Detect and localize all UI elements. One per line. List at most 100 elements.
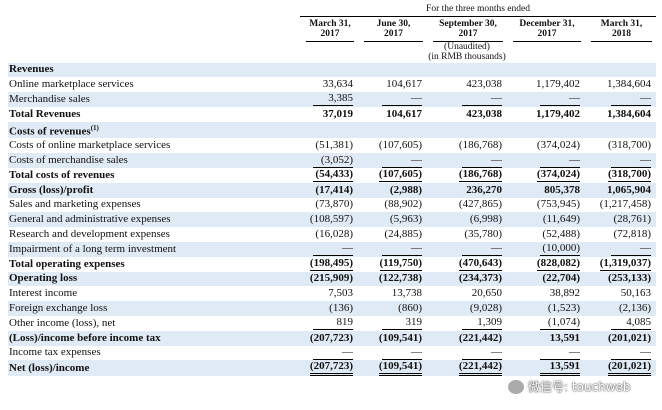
watermark: 微信号: touchweb [508, 378, 631, 395]
row-label-text: Foreign exchange loss [9, 302, 108, 314]
value: — [382, 242, 422, 257]
column-date-line: 2017 [384, 29, 403, 39]
period-label: For the three months ended [300, 4, 657, 17]
column-note: (Unaudited) [444, 41, 490, 52]
value: — [611, 154, 652, 168]
table-row: Gross (loss)/profit (17,414) (2,988) 236,27… [8, 182, 657, 198]
row-label: (Loss)/income before income tax [8, 330, 300, 346]
value-cell: — [585, 241, 657, 257]
watermark-text: 微信号: touchweb [528, 380, 631, 394]
value-cell [585, 121, 657, 139]
value-cell: (9,028) [427, 301, 507, 316]
value: (136) [329, 302, 353, 314]
value-cell: (107,605) [358, 138, 427, 153]
value-cell [507, 121, 585, 139]
row-label-text: Other income (loss), net [9, 316, 116, 329]
value: 37,019 [322, 107, 353, 120]
value: (828,082) [536, 257, 580, 272]
row-label: Merchandise sales [8, 92, 300, 107]
value-cell: (1,217,458) [585, 198, 656, 213]
value: 423,038 [466, 107, 502, 120]
value: 236,270 [466, 183, 502, 196]
row-label-text: Costs of revenues [9, 125, 91, 138]
table-row: Income tax expenses — — — — — [8, 346, 656, 361]
value-cell [585, 62, 657, 78]
value: — [611, 346, 652, 360]
value-cell: (186,768) [427, 168, 507, 183]
value: (107,605) [378, 139, 422, 152]
table-row: Revenues [8, 62, 657, 78]
column-header: December 31, 2017 [507, 16, 585, 63]
value-cell: 1,065,904 [585, 182, 657, 198]
value: — [313, 242, 353, 257]
value: 33,634 [322, 78, 353, 91]
value-cell: 3,385 [300, 92, 358, 107]
value: (198,495) [309, 257, 353, 272]
value: (1,217,458) [599, 198, 652, 211]
value-cell: (234,373) [427, 271, 507, 287]
value-cell: (22,704) [507, 271, 585, 287]
value-cell: (318,700) [585, 138, 656, 153]
value-cell: (11,649) [507, 212, 585, 228]
value: (215,909) [309, 272, 353, 285]
spacer [8, 4, 300, 16]
row-label-text: Costs of merchandise sales [9, 154, 128, 167]
value: 1,384,604 [607, 78, 652, 91]
value-cell: 50,163 [585, 286, 656, 301]
column-date-line: 2017 [458, 29, 478, 39]
row-label: Online marketplace services [8, 77, 300, 92]
value: — [611, 92, 652, 107]
value-cell: 4,085 [585, 316, 656, 331]
value: 3,385 [313, 92, 353, 107]
value: (207,723) [309, 360, 353, 377]
value: (52,488) [542, 228, 580, 241]
row-label: Net (loss)/income [8, 360, 300, 377]
column-header-row: March 31, 2017 June 30, 2017 September 30, 20… [8, 16, 656, 63]
column-date: December 31, 2017 [513, 19, 581, 42]
value-cell: (119,750) [358, 257, 427, 272]
value: 819 [313, 316, 353, 331]
row-label: Gross (loss)/profit [8, 182, 300, 198]
row-label-text: Costs of online marketplace services [9, 139, 171, 152]
value-cell: (16,028) [300, 227, 358, 242]
value: (72,818) [613, 228, 652, 241]
value-cell: (427,865) [427, 198, 507, 213]
value-cell: (5,963) [358, 212, 427, 228]
value-cell: — [300, 241, 358, 257]
value-cell: — [358, 346, 427, 361]
row-label-text: Total operating expenses [9, 257, 125, 270]
value-cell [427, 62, 507, 78]
column-date-line: 2017 [320, 29, 340, 39]
table-row: Foreign exchange loss (136) (860) (9,028) (1… [8, 301, 657, 316]
value-cell: 423,038 [427, 77, 507, 92]
value-cell: 37,019 [300, 107, 358, 122]
value: 104,617 [386, 78, 422, 91]
value-cell: (54,433) [300, 168, 358, 183]
value-cell: (207,723) [300, 330, 358, 346]
value: 4,085 [611, 316, 652, 331]
table-row: Impairment of a long term investment — — — (… [8, 241, 657, 257]
row-label: Sales and marketing expenses [8, 198, 300, 213]
value: (122,738) [378, 272, 422, 285]
value: (1,074) [540, 316, 580, 331]
footnote-mark: (1) [90, 123, 99, 132]
table-row: Net (loss)/income (207,723) (109,541) (221,… [8, 360, 657, 377]
value: 20,650 [471, 287, 502, 300]
row-label-text: Impairment of a long term investment [9, 242, 177, 255]
column-date: September 30, 2017 [433, 19, 503, 42]
value-cell: (6,998) [427, 212, 507, 228]
table-row: Costs of merchandise sales (3,052) — — — — [8, 153, 657, 168]
value: (9,028) [469, 302, 502, 314]
value: — [540, 154, 580, 168]
table-row: (Loss)/income before income tax (207,723)… [8, 330, 657, 346]
row-label-text: General and administrative expenses [9, 213, 171, 226]
value: (109,541) [378, 360, 422, 377]
value: (318,700) [607, 139, 652, 152]
row-label: Impairment of a long term investment [8, 241, 300, 257]
column-date-line: 2017 [537, 29, 557, 39]
row-label: Income tax expenses [8, 346, 300, 361]
value: 13,591 [540, 360, 580, 377]
value-cell: — [358, 153, 427, 168]
value: — [382, 154, 422, 168]
value: (186,768) [458, 168, 502, 183]
